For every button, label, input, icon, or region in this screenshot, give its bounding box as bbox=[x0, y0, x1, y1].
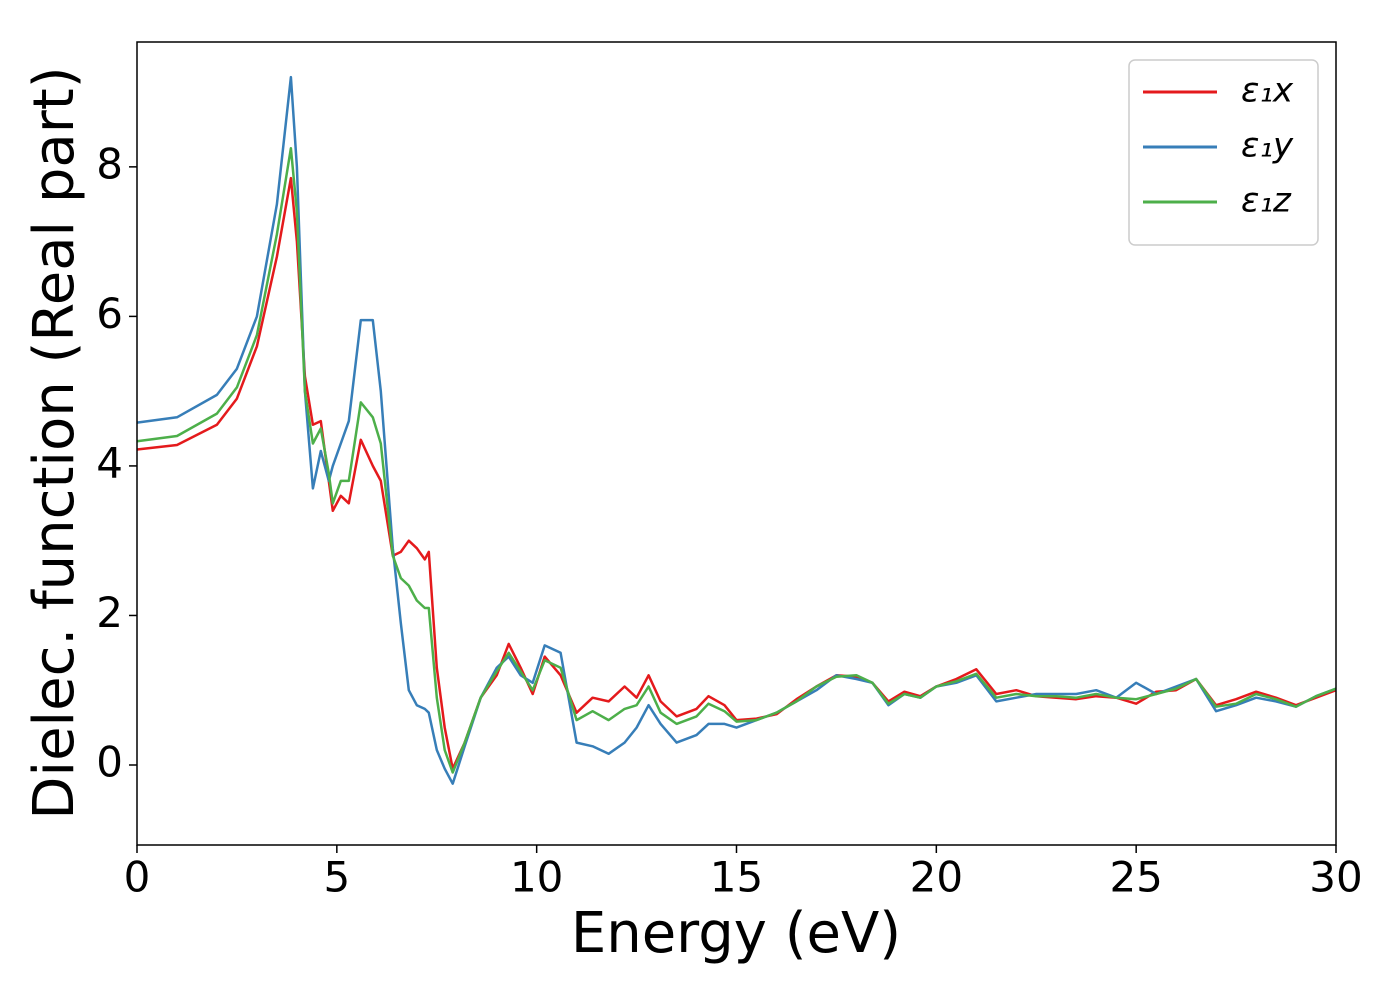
y-tick-label: 6 bbox=[96, 289, 123, 338]
x-tick-label: 30 bbox=[1309, 853, 1362, 902]
legend-label: ε₁x bbox=[1241, 71, 1294, 111]
y-tick-label: 0 bbox=[96, 737, 123, 786]
x-tick-label: 15 bbox=[710, 853, 763, 902]
y-tick-label: 8 bbox=[96, 139, 123, 188]
y-tick-label: 2 bbox=[96, 588, 123, 637]
series-line bbox=[136, 176, 1337, 770]
legend-label: ε₁z bbox=[1241, 181, 1292, 221]
x-tick-label: 20 bbox=[910, 853, 963, 902]
x-axis-label: Energy (eV) bbox=[571, 901, 901, 966]
x-tick-label: 10 bbox=[510, 853, 563, 902]
x-tick-label: 25 bbox=[1109, 853, 1162, 902]
legend-box bbox=[1128, 59, 1319, 246]
series-line bbox=[136, 75, 1337, 785]
series-line bbox=[136, 146, 1337, 774]
legend-label: ε₁y bbox=[1241, 126, 1294, 166]
y-tick-label: 4 bbox=[96, 438, 123, 487]
y-axis-label: Dielec. function (Real part) bbox=[22, 66, 87, 819]
plot-frame bbox=[136, 41, 1337, 846]
x-tick-label: 5 bbox=[323, 853, 350, 902]
x-tick-label: 0 bbox=[124, 853, 151, 902]
